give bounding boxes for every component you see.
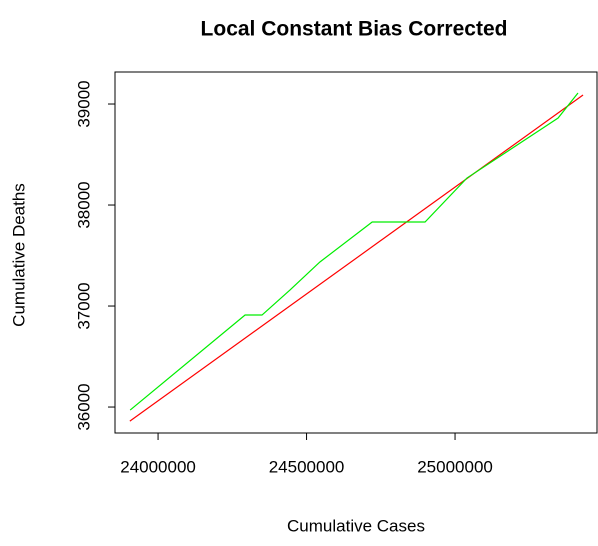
x-axis-label: Cumulative Cases	[287, 516, 425, 535]
x-tick-label: 24500000	[269, 457, 345, 476]
y-axis-label: Cumulative Deaths	[9, 183, 28, 327]
chart-title: Local Constant Bias Corrected	[201, 18, 508, 41]
y-tick-label: 36000	[74, 383, 93, 430]
data-line	[129, 94, 584, 422]
plot-box	[114, 71, 598, 434]
y-tick-label: 39000	[74, 80, 93, 127]
x-tick-label: 25000000	[417, 457, 493, 476]
x-tick-label: 24000000	[120, 457, 196, 476]
y-tick-label: 37000	[74, 282, 93, 329]
y-tick-label: 38000	[74, 181, 93, 228]
data-line	[129, 92, 579, 411]
